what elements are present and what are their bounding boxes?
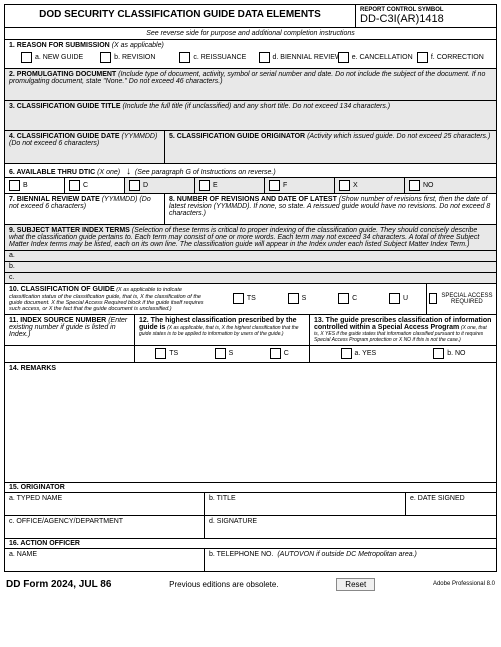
cb-new-guide[interactable] — [21, 52, 32, 63]
cb-10u[interactable] — [389, 293, 400, 304]
section-7-8: 7. BIENNIAL REVIEW DATE (YYMMDD) (Do not… — [5, 194, 496, 225]
s15-name[interactable]: a. TYPED NAME — [5, 493, 205, 515]
form-number: DD Form 2024, JUL 86 — [6, 579, 111, 590]
header: DOD SECURITY CLASSIFICATION GUIDE DATA E… — [5, 5, 496, 28]
section-6-opts: B C D E F X NO — [5, 178, 496, 194]
cb-10sar[interactable] — [429, 293, 437, 304]
report-control: REPORT CONTROL SYMBOL DD-C3I(AR)1418 — [356, 5, 496, 27]
adobe-note: Adobe Professional 8.0 — [433, 581, 495, 587]
section-10: 10. CLASSIFICATION OF GUIDE (X as applic… — [5, 284, 496, 315]
section-6-hdr: 6. AVAILABLE THRU DTIC (X one) ↓ (See pa… — [5, 164, 496, 178]
section-13: 13. The guide prescribes classification … — [310, 315, 496, 345]
section-2: 2. PROMULGATING DOCUMENT (Include type o… — [5, 69, 496, 101]
cb-12s[interactable] — [215, 348, 226, 359]
cb-12ts[interactable] — [155, 348, 166, 359]
s9-c[interactable]: c. — [5, 273, 496, 284]
s9-a[interactable]: a. — [5, 251, 496, 262]
cb-correction[interactable] — [417, 52, 428, 63]
reset-button[interactable]: Reset — [336, 578, 375, 591]
cb-10c[interactable] — [338, 293, 349, 304]
cb-6no[interactable] — [409, 180, 420, 191]
section-12: 12. The highest classification prescribe… — [135, 315, 310, 345]
cb-6f[interactable] — [269, 180, 280, 191]
s1-title: 1. REASON FOR SUBMISSION — [9, 42, 110, 49]
cb-revision[interactable] — [100, 52, 111, 63]
section-5: 5. CLASSIFICATION GUIDE ORIGINATOR (Acti… — [165, 131, 496, 163]
s1-instr: (X as applicable) — [112, 42, 164, 49]
section-1: 1. REASON FOR SUBMISSION (X as applicabl… — [5, 40, 496, 69]
section-4-5: 4. CLASSIFICATION GUIDE DATE (YYMMDD) (D… — [5, 131, 496, 164]
s15-row1: a. TYPED NAME b. TITLE e. DATE SIGNED — [5, 493, 496, 516]
rcs-value: DD-C3I(AR)1418 — [360, 13, 492, 25]
cb-13no[interactable] — [433, 348, 444, 359]
cb-cancellation[interactable] — [338, 52, 349, 63]
reverse-note: See reverse side for purpose and additio… — [5, 28, 496, 40]
section-14[interactable]: 14. REMARKS — [5, 363, 496, 483]
section-11-12-13: 11. INDEX SOURCE NUMBER (Enter existing … — [5, 315, 496, 346]
cb-10s[interactable] — [288, 293, 299, 304]
cb-6d[interactable] — [129, 180, 140, 191]
cb-13yes[interactable] — [341, 348, 352, 359]
s15-office[interactable]: c. OFFICE/AGENCY/DEPARTMENT — [5, 516, 205, 538]
section-8: 8. NUMBER OF REVISIONS AND DATE OF LATES… — [165, 194, 496, 224]
s16-phone[interactable]: b. TELEPHONE NO. (AUTOVON if outside DC … — [205, 549, 496, 571]
s15-date[interactable]: e. DATE SIGNED — [406, 493, 496, 515]
section-4: 4. CLASSIFICATION GUIDE DATE (YYMMDD) (D… — [5, 131, 165, 163]
cb-10ts[interactable] — [233, 293, 244, 304]
form-title: DOD SECURITY CLASSIFICATION GUIDE DATA E… — [5, 5, 356, 27]
cb-6c[interactable] — [69, 180, 80, 191]
cb-6x[interactable] — [339, 180, 350, 191]
section-16: 16. ACTION OFFICER — [5, 539, 496, 549]
footer: DD Form 2024, JUL 86 Previous editions a… — [0, 576, 501, 593]
section-11: 11. INDEX SOURCE NUMBER (Enter existing … — [5, 315, 135, 345]
s16-row: a. NAME b. TELEPHONE NO. (AUTOVON if out… — [5, 549, 496, 571]
form-container: DOD SECURITY CLASSIFICATION GUIDE DATA E… — [4, 4, 497, 572]
s16-name[interactable]: a. NAME — [5, 549, 205, 571]
cb-reissuance[interactable] — [179, 52, 190, 63]
section-12-13-opts: TS S C a. YES b. NO — [5, 346, 496, 363]
cb-6b[interactable] — [9, 180, 20, 191]
section-9: 9. SUBJECT MATTER INDEX TERMS (Selection… — [5, 225, 496, 251]
cb-biennial[interactable] — [259, 52, 270, 63]
prev-editions: Previous editions are obsolete. — [169, 580, 278, 589]
s15-title[interactable]: b. TITLE — [205, 493, 406, 515]
s15-signature[interactable]: d. SIGNATURE — [205, 516, 496, 538]
section-15: 15. ORIGINATOR — [5, 483, 496, 493]
s9-b[interactable]: b. — [5, 262, 496, 273]
cb-12c[interactable] — [270, 348, 281, 359]
section-3: 3. CLASSIFICATION GUIDE TITLE (Include t… — [5, 101, 496, 131]
section-7: 7. BIENNIAL REVIEW DATE (YYMMDD) (Do not… — [5, 194, 165, 224]
s15-row2: c. OFFICE/AGENCY/DEPARTMENT d. SIGNATURE — [5, 516, 496, 539]
cb-6e[interactable] — [199, 180, 210, 191]
s1-options: a. NEW GUIDE b. REVISION c. REISSUANCE d… — [9, 49, 492, 66]
